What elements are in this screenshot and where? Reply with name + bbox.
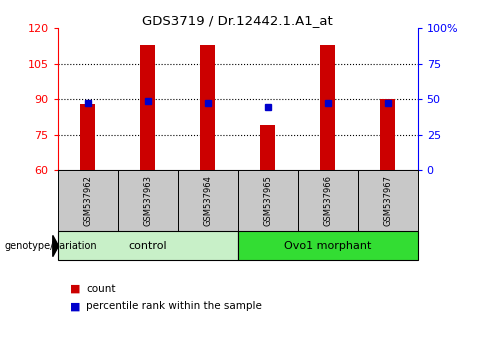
Bar xyxy=(200,45,215,170)
Text: GSM537963: GSM537963 xyxy=(143,175,152,227)
Bar xyxy=(238,231,418,260)
Text: control: control xyxy=(128,241,167,251)
Bar xyxy=(80,104,95,170)
Bar xyxy=(380,99,395,170)
Text: GSM537965: GSM537965 xyxy=(263,176,272,226)
Text: Ovo1 morphant: Ovo1 morphant xyxy=(284,241,372,251)
Bar xyxy=(298,170,358,232)
Bar xyxy=(320,45,335,170)
Bar xyxy=(118,170,178,232)
Text: ■: ■ xyxy=(70,301,80,311)
Text: ■: ■ xyxy=(70,284,80,293)
Bar xyxy=(58,231,238,260)
Bar xyxy=(58,170,118,232)
Bar xyxy=(140,45,155,170)
Text: GSM537967: GSM537967 xyxy=(383,175,392,227)
Bar xyxy=(358,170,418,232)
Bar xyxy=(260,125,275,170)
Text: genotype/variation: genotype/variation xyxy=(5,241,97,251)
Text: GSM537962: GSM537962 xyxy=(83,176,92,226)
Text: GSM537966: GSM537966 xyxy=(323,175,332,227)
Text: GSM537964: GSM537964 xyxy=(203,176,212,226)
Bar xyxy=(238,170,298,232)
Bar xyxy=(178,170,238,232)
Title: GDS3719 / Dr.12442.1.A1_at: GDS3719 / Dr.12442.1.A1_at xyxy=(142,14,333,27)
Text: percentile rank within the sample: percentile rank within the sample xyxy=(86,301,262,311)
Text: count: count xyxy=(86,284,116,293)
Polygon shape xyxy=(53,235,59,257)
